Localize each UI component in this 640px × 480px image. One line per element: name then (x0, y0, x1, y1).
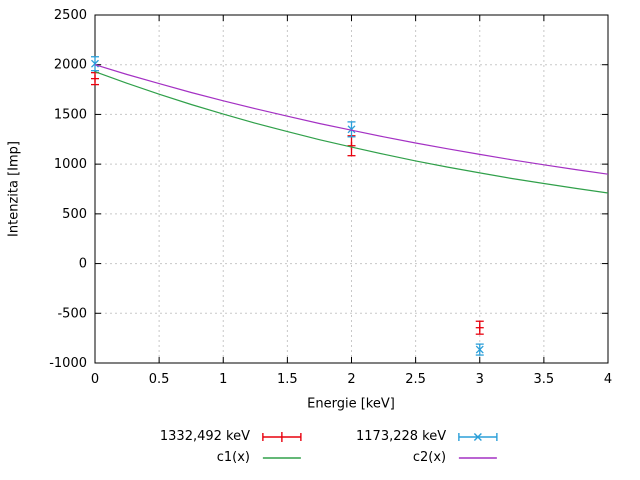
errorbar-plus-sample-icon (262, 431, 302, 442)
legend: 1332,492 keV 1173,228 keV c1(x) (160, 429, 500, 465)
series-curve-c2(x) (94, 64, 609, 175)
errorbar-cross-sample-icon (458, 432, 498, 441)
legend-item-c2: c2(x) (356, 450, 500, 465)
x-tick-label: 4 (604, 372, 612, 387)
legend-item-1332: 1332,492 keV (160, 429, 304, 444)
x-tick-label: 3.5 (534, 372, 555, 387)
x-tick-label: 1 (219, 372, 227, 387)
legend-label-1173: 1173,228 keV (356, 429, 447, 444)
legend-item-1173: 1173,228 keV (356, 429, 500, 444)
x-tick-label: 2.5 (405, 372, 426, 387)
y-tick-label: 0 (79, 257, 87, 272)
y-tick-label: -1000 (49, 356, 87, 371)
y-tick-label: -500 (57, 306, 87, 321)
series-curve-c1(x) (94, 71, 609, 194)
line-sample-icon (459, 456, 498, 459)
legend-label-c1: c1(x) (216, 450, 250, 465)
series-errorbars-1173,228 keV (91, 56, 484, 356)
line-sample-icon (263, 456, 301, 459)
legend-label-1332: 1332,492 keV (159, 429, 250, 444)
y-tick-label: 2500 (54, 8, 87, 23)
x-tick-label: 0.5 (149, 372, 170, 387)
series-errorbars-1332,492 keV (91, 72, 484, 335)
x-tick-label: 2 (347, 372, 355, 387)
y-tick-label: 2000 (54, 58, 87, 73)
y-tick-label: 1500 (54, 107, 87, 122)
y-tick-label: 1000 (54, 157, 87, 172)
legend-item-c1: c1(x) (160, 450, 304, 465)
y-tick-label: 500 (62, 207, 87, 222)
x-axis-label: Energie [keV] (307, 396, 395, 412)
x-tick-label: 0 (91, 372, 99, 387)
x-tick-label: 3 (476, 372, 484, 387)
x-tick-label: 1.5 (277, 372, 298, 387)
legend-label-c2: c2(x) (412, 450, 447, 465)
y-axis-label: Intenzita [Imp] (6, 141, 22, 237)
